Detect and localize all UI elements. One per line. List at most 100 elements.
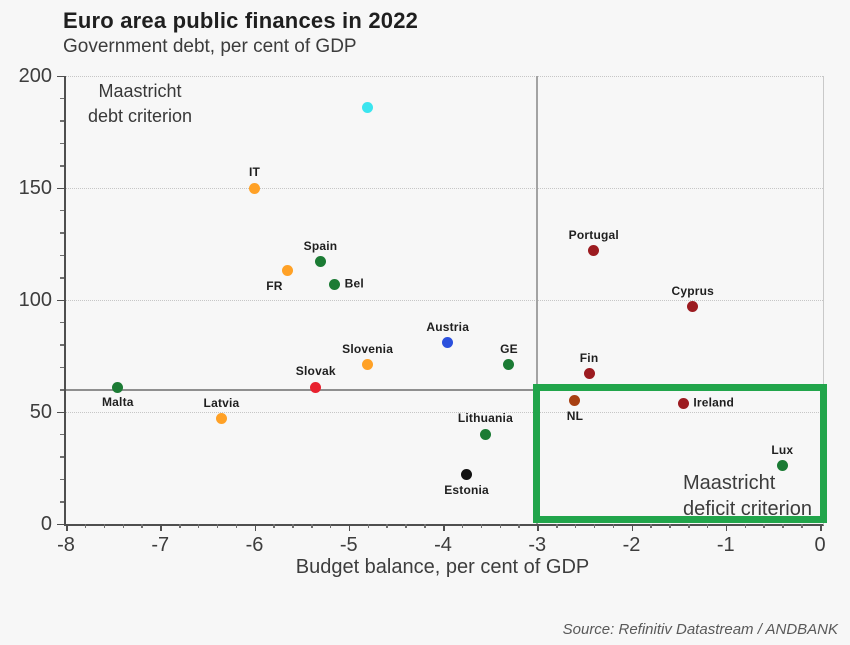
x-tick-label: 0: [814, 534, 826, 556]
y-tick-label: 150: [18, 177, 52, 199]
y-tick: [60, 366, 64, 369]
data-point-it: [249, 182, 260, 194]
x-tick: [141, 524, 143, 528]
data-point-label-it: IT: [248, 165, 261, 179]
data-point-lithuania: [479, 428, 491, 440]
x-tick-label: -5: [339, 534, 358, 556]
x-tick: [197, 524, 200, 528]
deficit-criterion-line2: deficit criterion: [683, 498, 812, 520]
chart-subtitle: Government debt, per cent of GDP: [63, 36, 357, 57]
x-tick: [443, 524, 445, 531]
data-point-label-slovenia: Slovenia: [342, 341, 394, 356]
y-tick: [57, 411, 64, 413]
data-point-label-fin: Fin: [579, 350, 599, 365]
data-point-fr: [281, 265, 293, 277]
x-tick: [763, 524, 765, 528]
y-tick: [57, 299, 64, 301]
x-tick: [66, 524, 68, 531]
data-point-label-lux: Lux: [771, 442, 794, 457]
data-point-latvia: [216, 413, 227, 425]
data-point-label-ireland: Ireland: [693, 395, 735, 410]
x-tick: [612, 524, 615, 528]
data-point-label-fr: FR: [266, 278, 283, 293]
data-point-portugal: [588, 245, 600, 257]
data-point-fin: [583, 368, 595, 380]
x-tick: [254, 524, 256, 531]
x-tick: [122, 524, 125, 528]
y-tick: [60, 232, 64, 234]
gridline-y-200: [66, 76, 823, 77]
x-tick: [801, 524, 803, 528]
data-point-label-ge: GE: [500, 341, 518, 356]
data-point-unlabeled: [362, 101, 374, 113]
y-tick: [60, 165, 64, 167]
plot-area: Maastricht debt criterion Maastricht def…: [19, 65, 827, 556]
y-tick: [60, 321, 64, 324]
y-tick: [60, 344, 64, 346]
data-point-label-austria: Austria: [426, 319, 470, 334]
x-tick: [235, 524, 238, 528]
x-tick: [216, 524, 219, 528]
y-tick: [60, 97, 64, 100]
debt-criterion-line: [66, 388, 823, 391]
y-tick: [57, 75, 64, 77]
data-point-label-slovak: Slovak: [295, 364, 336, 379]
x-tick: [84, 524, 87, 528]
debt-criterion-line1: Maastricht: [98, 81, 182, 101]
x-tick: [650, 524, 652, 528]
deficit-criterion-line1: Maastricht: [683, 472, 776, 494]
x-tick: [424, 524, 426, 528]
x-tick: [367, 524, 370, 528]
gridline-y-150: [66, 188, 823, 189]
x-tick: [311, 524, 313, 528]
data-point-malta: [112, 381, 124, 393]
data-point-nl: [569, 395, 581, 407]
data-point-cyprus: [687, 301, 699, 313]
x-tick: [820, 524, 822, 531]
data-point-austria: [442, 337, 454, 349]
x-tick: [386, 524, 388, 528]
y-tick-label: 50: [29, 401, 52, 423]
x-tick: [348, 524, 351, 531]
data-point-estonia: [461, 469, 473, 481]
x-tick: [292, 524, 294, 528]
y-tick: [60, 433, 64, 436]
data-point-lux: [776, 460, 788, 472]
data-point-slovenia: [362, 359, 374, 371]
data-point-slovak: [310, 381, 322, 393]
x-tick: [405, 524, 407, 528]
data-point-ireland: [677, 397, 689, 409]
gridline-y-100: [66, 300, 823, 301]
y-tick: [60, 209, 64, 212]
x-tick: [725, 524, 728, 531]
x-tick: [461, 524, 464, 528]
x-tick: [329, 524, 332, 528]
data-point-label-bel: Bel: [344, 276, 364, 291]
data-point-label-malta: Malta: [101, 395, 134, 410]
debt-criterion-line2: debt criterion: [87, 106, 193, 126]
y-tick-label: 0: [40, 513, 52, 535]
y-tick: [60, 142, 64, 145]
x-tick-label: -2: [622, 534, 641, 556]
y-tick: [60, 120, 64, 122]
data-point-spain: [314, 256, 326, 268]
x-tick-label: -8: [57, 534, 75, 556]
x-tick: [499, 524, 502, 528]
data-point-label-estonia: Estonia: [444, 482, 489, 497]
x-tick: [688, 524, 690, 528]
y-tick: [60, 456, 64, 458]
x-tick: [179, 524, 181, 528]
y-tick-label: 200: [18, 65, 52, 87]
data-point-ge: [503, 359, 515, 371]
x-tick: [160, 524, 162, 531]
deficit-criterion-line: [536, 76, 539, 524]
x-axis-title: Budget balance, per cent of GDP: [295, 556, 590, 578]
x-tick: [103, 524, 106, 528]
x-tick-label: -7: [151, 534, 170, 556]
y-tick-label: 100: [18, 289, 52, 311]
x-tick: [631, 524, 633, 531]
chart-title: Euro area public finances in 2022: [63, 8, 419, 33]
x-tick-label: -4: [434, 534, 452, 556]
x-tick-label: -1: [716, 534, 735, 556]
x-tick-label: -6: [245, 534, 264, 556]
